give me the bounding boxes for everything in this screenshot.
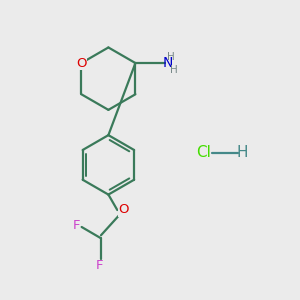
Text: H: H <box>236 146 248 160</box>
Text: Cl: Cl <box>196 146 211 160</box>
Text: N: N <box>163 56 173 70</box>
Text: O: O <box>118 203 129 216</box>
Text: H: H <box>167 52 174 61</box>
Text: H: H <box>170 64 178 75</box>
Text: F: F <box>96 259 103 272</box>
Text: F: F <box>73 219 80 232</box>
Text: O: O <box>76 57 87 70</box>
